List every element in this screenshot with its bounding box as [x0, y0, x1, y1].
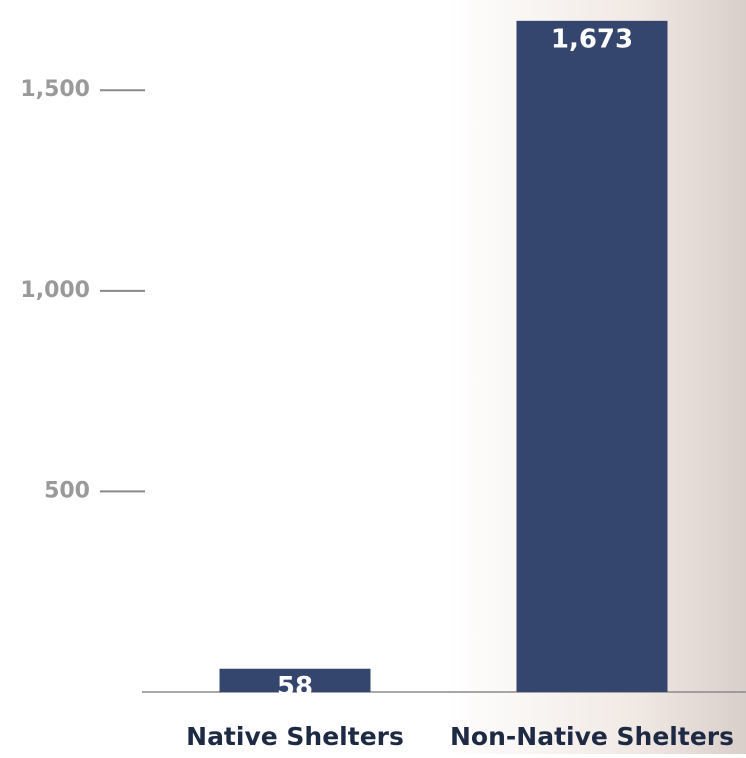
x-tick-label: Native Shelters — [186, 722, 404, 751]
bar — [219, 668, 371, 692]
value-label: 1,673 — [551, 24, 633, 54]
x-tick-label: Non-Native Shelters — [450, 722, 734, 751]
value-label: 58 — [277, 672, 313, 702]
y-tick-label: 1,000 — [20, 278, 90, 303]
y-tick-label: 1,500 — [20, 77, 90, 102]
bar — [516, 20, 668, 692]
y-tick-label: 500 — [44, 478, 90, 503]
